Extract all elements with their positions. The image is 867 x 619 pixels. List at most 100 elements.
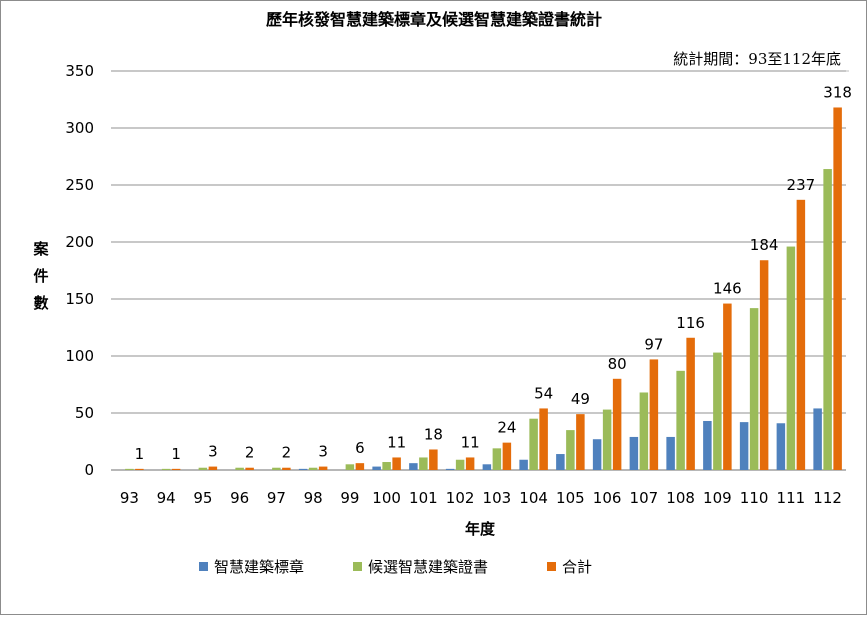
y-axis-title-char: 件 [33,267,48,285]
chart-subtitle: 統計期間：93至112年底 [673,50,841,68]
bar [171,468,181,470]
legend-swatch [199,562,208,571]
x-tick-label: 106 [593,489,622,507]
bar [666,436,675,470]
data-label: 11 [387,433,406,451]
x-tick-label: 94 [157,489,176,507]
bar [272,467,281,470]
data-label: 6 [355,439,365,457]
data-label: 18 [424,425,443,443]
bar [566,430,575,470]
bar [529,418,538,470]
data-label: 97 [644,335,663,353]
data-label: 3 [208,443,218,461]
bar [576,414,585,470]
x-tick-label: 98 [304,489,323,507]
legend: 智慧建築標章 候選智慧建築證書 合計 [199,558,592,576]
bar [419,457,428,470]
bar [208,466,218,470]
x-tick-label: 101 [409,489,438,507]
bar [465,457,475,470]
bar [723,303,732,470]
bar [502,442,512,470]
bar [556,454,565,470]
data-label: 237 [787,176,816,194]
bar [786,246,796,470]
legend-label: 合計 [562,558,592,576]
legend-swatch [353,562,362,571]
bar [235,467,244,470]
bar [355,463,365,470]
y-tick-label: 150 [65,290,94,308]
bar [161,468,171,470]
data-label: 11 [461,433,480,451]
bar [813,408,822,470]
x-axis-ticks: 93 94 95 96 97 98 99 100 101 102 103 104 105 106 107 10… [120,489,842,507]
bar [445,468,455,470]
bar [612,378,622,470]
y-tick-label: 300 [65,119,94,137]
bar [429,449,438,470]
data-label: 2 [282,444,292,462]
data-label: 24 [497,419,516,437]
bar [382,462,391,470]
y-tick-label: 100 [65,347,94,365]
bar [739,422,749,470]
bar [125,468,134,470]
x-tick-label: 97 [267,489,286,507]
bar [776,423,786,470]
y-axis-title-char: 案 [32,240,49,258]
data-label: 116 [676,314,705,332]
legend-label: 智慧建築標章 [214,558,304,576]
x-tick-label: 108 [666,489,695,507]
x-tick-label: 105 [556,489,585,507]
x-tick-label: 110 [740,489,769,507]
gridlines [111,70,846,471]
data-label: 54 [534,384,553,402]
bar [135,468,144,470]
bar [703,420,712,470]
bar [629,436,639,470]
data-label: 80 [608,355,627,373]
data-label: 184 [750,236,779,254]
bars [125,107,842,471]
bar [823,169,832,471]
y-axis-ticks: 0 50 100 150 200 250 300 350 [65,62,94,479]
chart-title: 歷年核發智慧建築標章及候選智慧建築證書統計 [266,10,602,29]
data-label: 1 [135,445,145,463]
data-label: 318 [823,83,852,101]
bar [409,463,418,470]
data-label: 3 [318,443,328,461]
y-tick-label: 350 [65,62,94,80]
x-tick-label: 109 [703,489,732,507]
x-tick-label: 102 [446,489,475,507]
bar [282,467,291,470]
bar [345,464,355,470]
bar [749,308,759,470]
bar [308,467,318,470]
data-label: 2 [245,444,255,462]
bar [796,199,806,470]
bar [392,457,401,470]
bar [372,466,381,470]
data-label: 49 [571,390,590,408]
y-axis-title-char: 數 [33,294,48,312]
bar [245,467,254,470]
x-tick-label: 107 [630,489,659,507]
y-axis-title: 案件數 [32,240,49,312]
bar [298,468,308,470]
y-tick-label: 200 [65,233,94,251]
legend-label: 候選智慧建築證書 [368,558,488,576]
x-tick-label: 100 [372,489,401,507]
bar [198,467,208,470]
bar [492,448,502,470]
bar [539,408,548,470]
bar [713,352,722,470]
x-tick-label: 99 [340,489,359,507]
bar [602,409,612,470]
x-tick-label: 95 [193,489,212,507]
bar [649,359,659,470]
